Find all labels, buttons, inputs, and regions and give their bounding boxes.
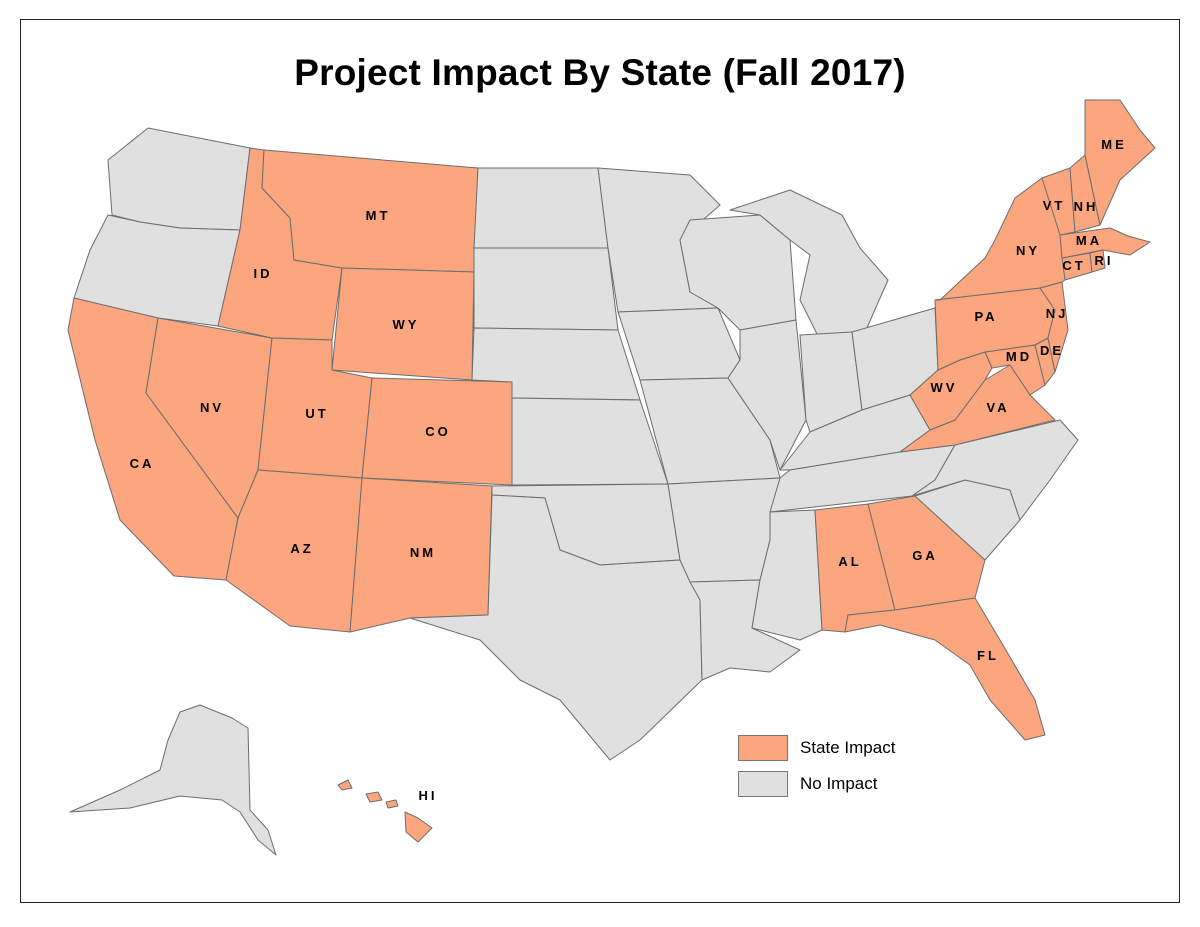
state-kansas <box>511 397 669 486</box>
legend-swatch-impact <box>738 735 788 761</box>
legend-label-impact: State Impact <box>800 738 896 757</box>
legend-swatch-no-impact <box>738 771 788 797</box>
legend-item-no-impact: No Impact <box>738 766 895 802</box>
state-south-dakota <box>473 247 619 331</box>
state-alaska <box>69 704 277 856</box>
state-label-ut: UT <box>305 406 328 421</box>
state-label-co: CO <box>425 424 451 439</box>
states-layer <box>67 99 1156 856</box>
state-labels: MT ID WY NV UT CO CA AZ NM AL GA FL WV VA MD DE PA NJ NY CT… <box>130 137 1127 803</box>
map-title: Project Impact By State (Fall 2017) <box>294 52 906 93</box>
state-georgia <box>867 495 986 611</box>
state-maine <box>1084 99 1156 226</box>
state-label-ct: CT <box>1062 258 1085 273</box>
map-legend: State Impact No Impact <box>738 730 895 802</box>
state-label-al: AL <box>838 554 861 569</box>
state-illinois <box>727 319 807 471</box>
state-label-wy: WY <box>393 317 420 332</box>
state-missouri <box>639 377 781 485</box>
state-label-nm: NM <box>410 545 436 560</box>
state-label-ca: CA <box>130 456 155 471</box>
state-label-hi: HI <box>419 788 438 803</box>
state-label-de: DE <box>1040 343 1064 358</box>
state-label-id: ID <box>254 266 273 281</box>
state-florida <box>844 597 1046 741</box>
state-label-pa: PA <box>974 309 997 324</box>
state-label-ga: GA <box>912 548 938 563</box>
state-label-nj: NJ <box>1046 306 1069 321</box>
state-label-ny: NY <box>1016 243 1040 258</box>
state-label-nv: NV <box>200 400 224 415</box>
state-label-nh: NH <box>1074 199 1099 214</box>
state-label-ma: MA <box>1076 233 1102 248</box>
state-massachusetts <box>1059 227 1151 259</box>
state-label-md: MD <box>1006 349 1032 364</box>
state-label-va: VA <box>986 400 1009 415</box>
state-label-mt: MT <box>366 208 391 223</box>
state-texas <box>409 494 703 761</box>
state-iowa <box>617 307 741 381</box>
state-washington <box>107 127 251 231</box>
state-north-dakota <box>473 167 609 249</box>
map-frame <box>20 19 1180 903</box>
state-label-ri: RI <box>1095 253 1114 268</box>
state-label-vt: VT <box>1043 198 1066 213</box>
legend-label-no-impact: No Impact <box>800 774 878 793</box>
state-north-carolina <box>911 419 1079 521</box>
state-label-fl: FL <box>977 648 999 663</box>
state-label-az: AZ <box>290 541 313 556</box>
state-label-wv: WV <box>931 380 958 395</box>
state-hawaii <box>337 779 433 843</box>
legend-item-impact: State Impact <box>738 730 895 766</box>
state-label-me: ME <box>1101 137 1127 152</box>
